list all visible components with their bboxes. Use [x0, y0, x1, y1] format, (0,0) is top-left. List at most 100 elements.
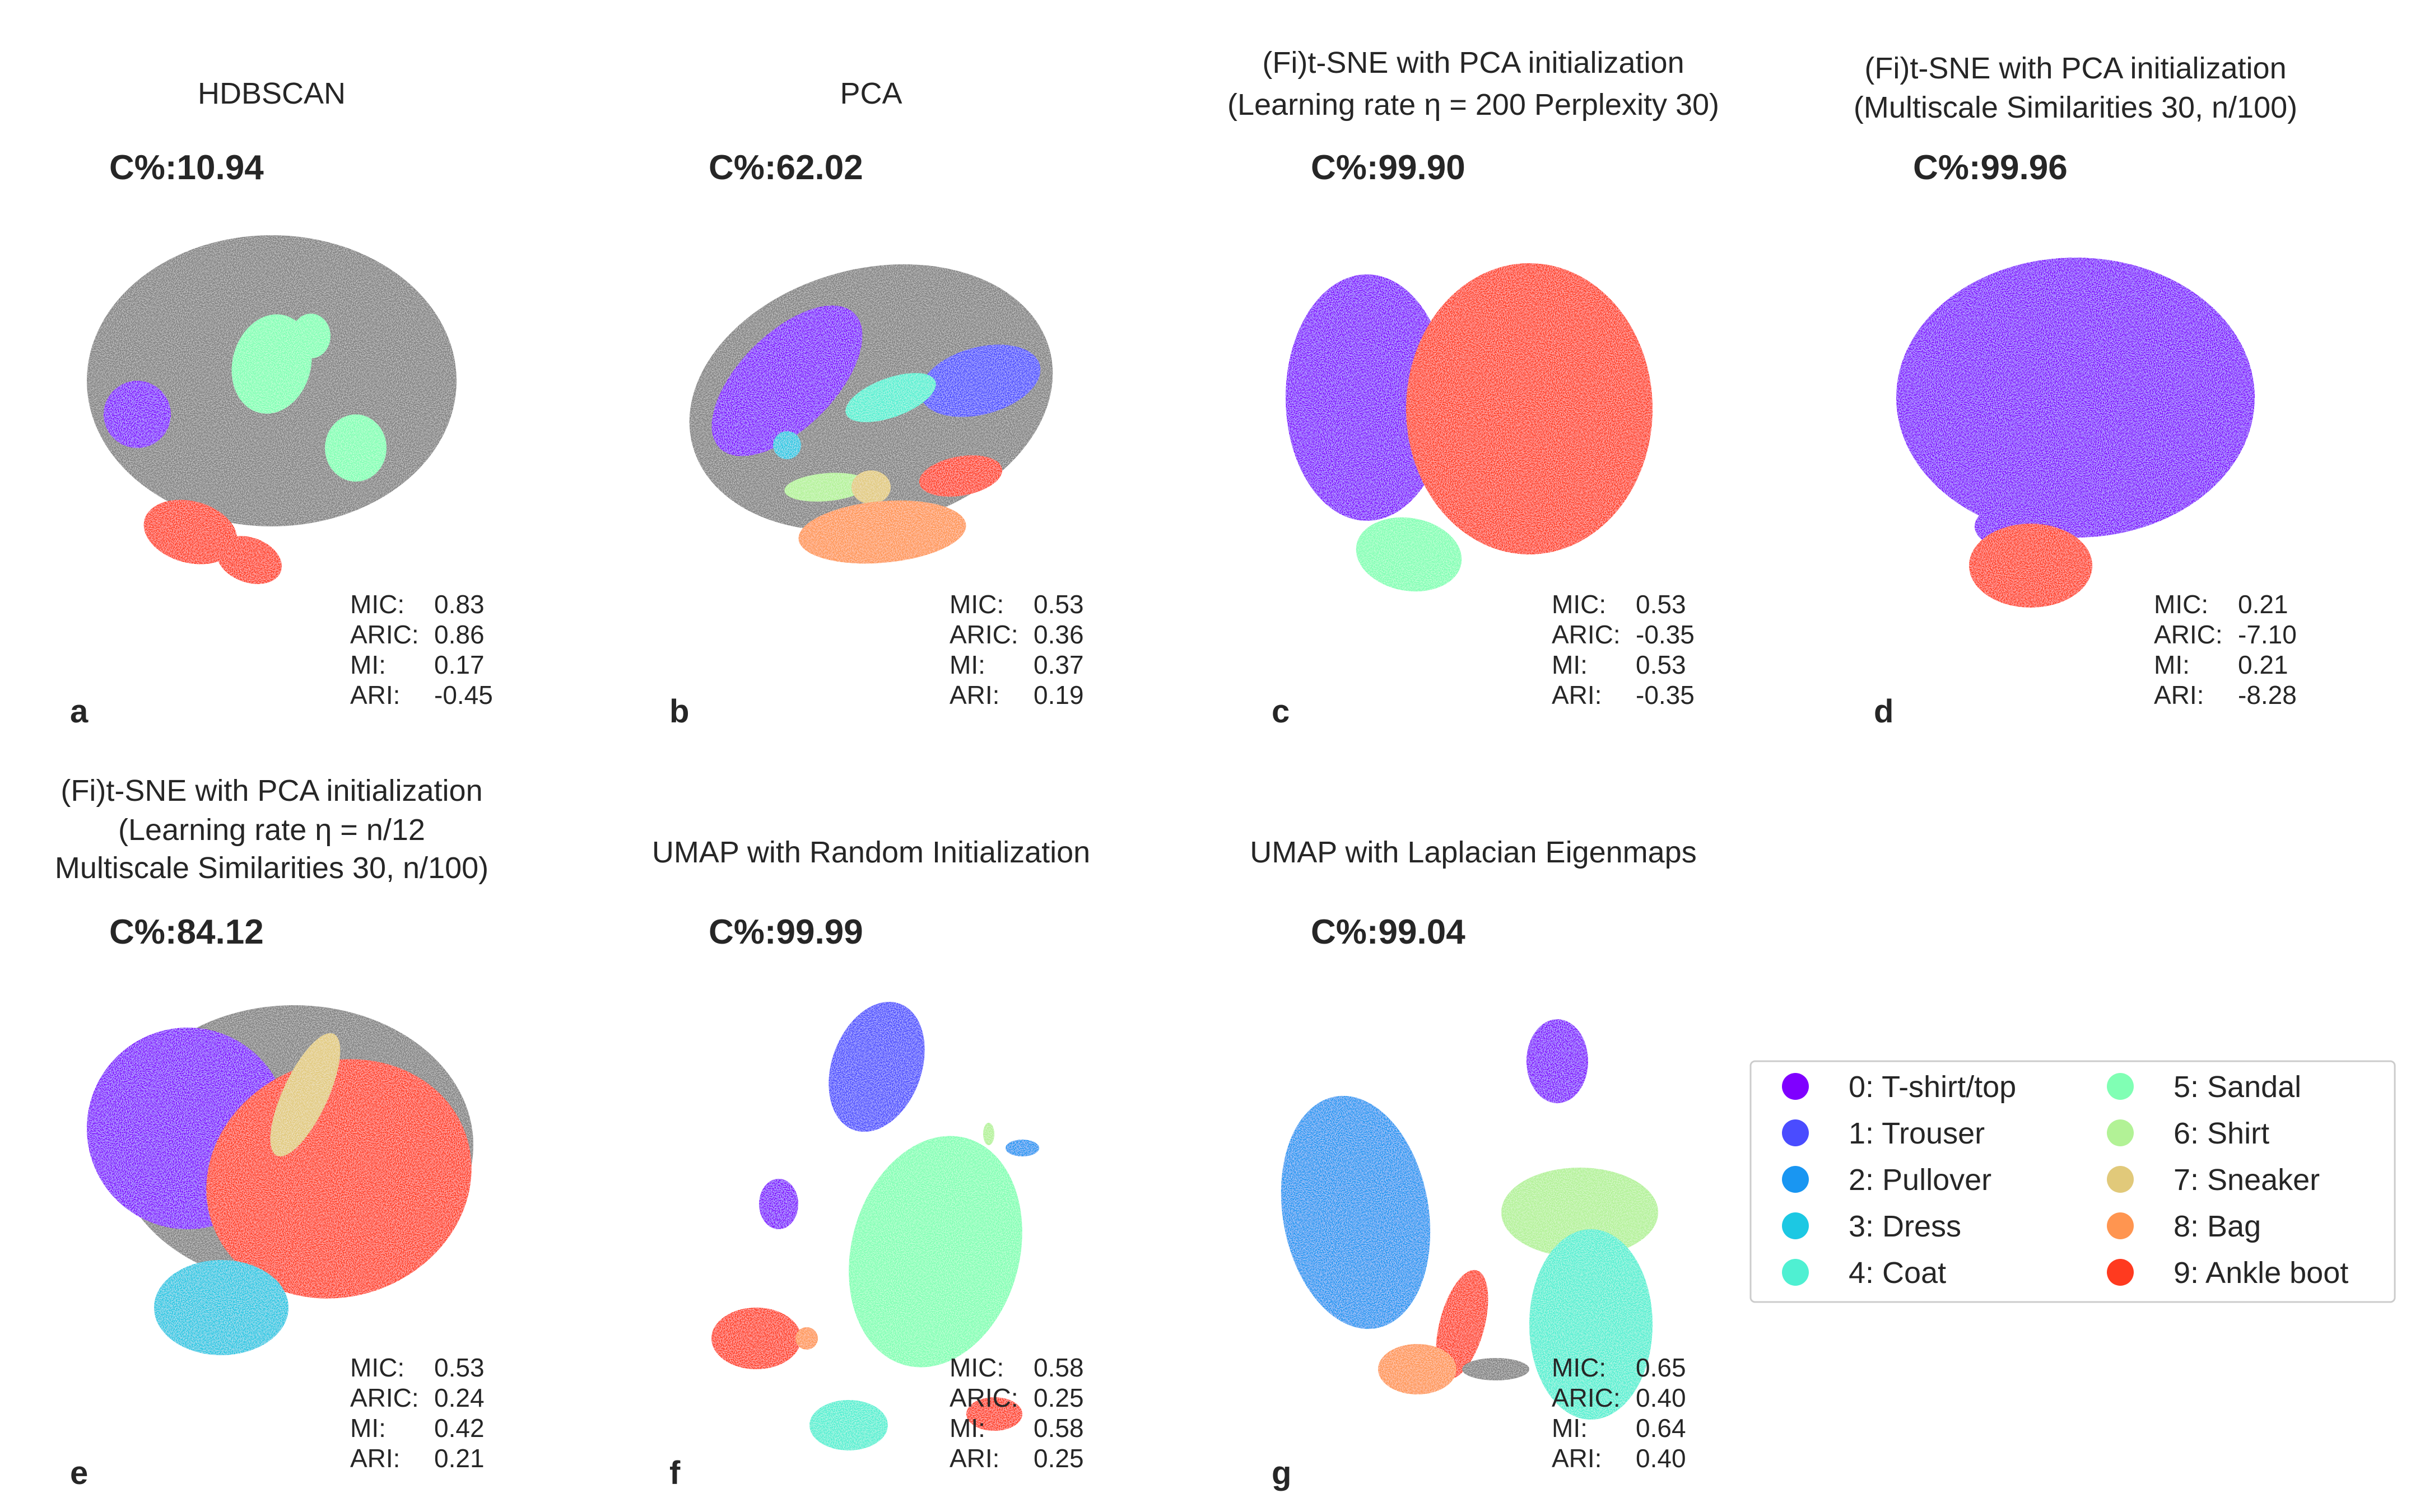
c-percent-label: C%:99.96	[1913, 148, 2068, 187]
cluster-0	[1896, 258, 2255, 538]
metric-value: 0.86	[434, 620, 485, 649]
legend-marker	[1782, 1166, 1809, 1193]
cluster-5	[1356, 517, 1462, 592]
scatter-plot	[1281, 1019, 1658, 1420]
c-percent-label: C%:62.02	[709, 148, 863, 187]
cluster-4	[845, 373, 936, 422]
metric-value: -7.10	[2238, 620, 2297, 649]
cluster-4	[1529, 1229, 1653, 1420]
cluster-3	[154, 1260, 288, 1355]
cluster-9	[216, 536, 282, 584]
metric-value: 0.83	[434, 590, 485, 619]
legend-marker	[2107, 1166, 2134, 1193]
metric-value: 0.21	[2238, 650, 2288, 679]
metric-value: -8.28	[2238, 680, 2297, 710]
panel-title: (Learning rate η = n/12	[118, 813, 425, 847]
legend-label: 5: Sandal	[2174, 1070, 2301, 1104]
metric-label: MI:	[350, 1413, 386, 1443]
legend-label: 4: Coat	[1849, 1256, 1946, 1290]
metric-label: MIC:	[350, 590, 404, 619]
metric-value: -0.35	[1636, 680, 1695, 710]
metric-value: 0.53	[1636, 650, 1686, 679]
cluster-2	[1281, 1095, 1431, 1329]
cluster-9	[919, 455, 1003, 497]
legend-label: 7: Sneaker	[2174, 1163, 2320, 1197]
panel-letter: d	[1874, 693, 1893, 730]
cluster-5	[291, 314, 331, 358]
metric-value: 0.53	[434, 1353, 485, 1382]
cluster-6	[784, 473, 868, 502]
metric-label: ARI:	[2154, 680, 2204, 710]
cluster-9	[1406, 263, 1653, 554]
legend-label: 6: Shirt	[2174, 1117, 2269, 1150]
cluster-5	[849, 1136, 1022, 1368]
metric-value: 0.58	[1034, 1413, 1084, 1443]
metric-label: ARI:	[1552, 1444, 1602, 1473]
cluster-1	[829, 1001, 925, 1132]
metric-label: MIC:	[950, 1353, 1004, 1382]
panel-b: PCA C%:62.02 MIC: 0.53 ARIC: 0.36 MI: 0.37 ARI: 0…	[669, 77, 1084, 730]
metric-label: ARI:	[350, 680, 400, 710]
metric-label: ARI:	[1552, 680, 1602, 710]
legend-label: 9: Ankle boot	[2174, 1256, 2348, 1290]
panel-letter: a	[70, 693, 89, 730]
metric-label: MIC:	[350, 1353, 404, 1382]
panel-a: HDBSCAN C%:10.94 MIC: 0.83 ARIC: 0.86 MI: 0.17 A…	[70, 77, 493, 730]
legend-frame	[1749, 1060, 2396, 1303]
metric-value: 0.36	[1034, 620, 1084, 649]
legend-label: 8: Bag	[2174, 1210, 2261, 1243]
panel-letter: b	[669, 693, 689, 730]
c-percent-label: C%:99.99	[709, 913, 863, 951]
metric-value: 0.40	[1636, 1383, 1686, 1412]
legend-marker	[2107, 1119, 2134, 1146]
panel-title: UMAP with Laplacian Eigenmaps	[1250, 836, 1696, 869]
cluster-0	[1527, 1019, 1588, 1103]
cluster-9	[1969, 524, 2092, 608]
legend-label: 3: Dress	[1849, 1210, 1961, 1243]
cluster-3	[773, 431, 801, 459]
metric-value: 0.64	[1636, 1413, 1686, 1443]
metric-label: MI:	[1552, 650, 1588, 679]
panel-title: (Fi)t-SNE with PCA initialization	[1864, 52, 2286, 85]
panel-letter: g	[1272, 1455, 1291, 1491]
metric-label: ARIC:	[2154, 620, 2223, 649]
c-percent-label: C%:10.94	[109, 148, 264, 187]
metric-label: MI:	[2154, 650, 2190, 679]
legend-label: 0: T-shirt/top	[1849, 1070, 2016, 1104]
cluster-6	[983, 1123, 994, 1145]
metric-label: ARIC:	[950, 620, 1018, 649]
panel-letter: f	[669, 1455, 681, 1491]
scatter-plot	[1896, 258, 2255, 608]
cluster-1	[920, 344, 1041, 417]
legend-marker	[1782, 1119, 1809, 1146]
panel-title: (Fi)t-SNE with PCA initialization	[61, 774, 482, 808]
cluster-9	[143, 500, 238, 564]
metric-label: ARIC:	[350, 620, 419, 649]
scatter-plot	[1286, 263, 1653, 592]
panel-title: HDBSCAN	[198, 77, 346, 110]
cluster-2	[1006, 1140, 1039, 1156]
c-percent-label: C%:99.90	[1311, 148, 1465, 187]
legend-marker	[2107, 1212, 2134, 1239]
metric-label: ARIC:	[950, 1383, 1018, 1412]
metric-label: MI:	[350, 650, 386, 679]
metric-label: MI:	[1552, 1413, 1588, 1443]
c-percent-label: C%:84.12	[109, 913, 264, 951]
panel-title: UMAP with Random Initialization	[652, 836, 1090, 869]
cluster-9	[966, 1397, 1022, 1431]
scatter-plot	[87, 1005, 473, 1355]
legend-label: 1: Trouser	[1849, 1117, 1985, 1150]
metric-label: ARIC:	[1552, 1383, 1621, 1412]
cluster-9	[711, 1308, 801, 1369]
cluster-7	[851, 470, 891, 504]
metric-label: ARIC:	[350, 1383, 419, 1412]
legend-marker	[2107, 1259, 2134, 1286]
cluster-7	[270, 1033, 341, 1157]
cluster-8	[798, 500, 966, 564]
metric-value: 0.19	[1034, 680, 1084, 710]
metric-value: 0.25	[1034, 1444, 1084, 1473]
metric-label: MIC:	[1552, 590, 1606, 619]
panel-title: (Learning rate η = 200 Perplexity 30)	[1227, 88, 1719, 122]
panel-letter: c	[1272, 693, 1290, 730]
